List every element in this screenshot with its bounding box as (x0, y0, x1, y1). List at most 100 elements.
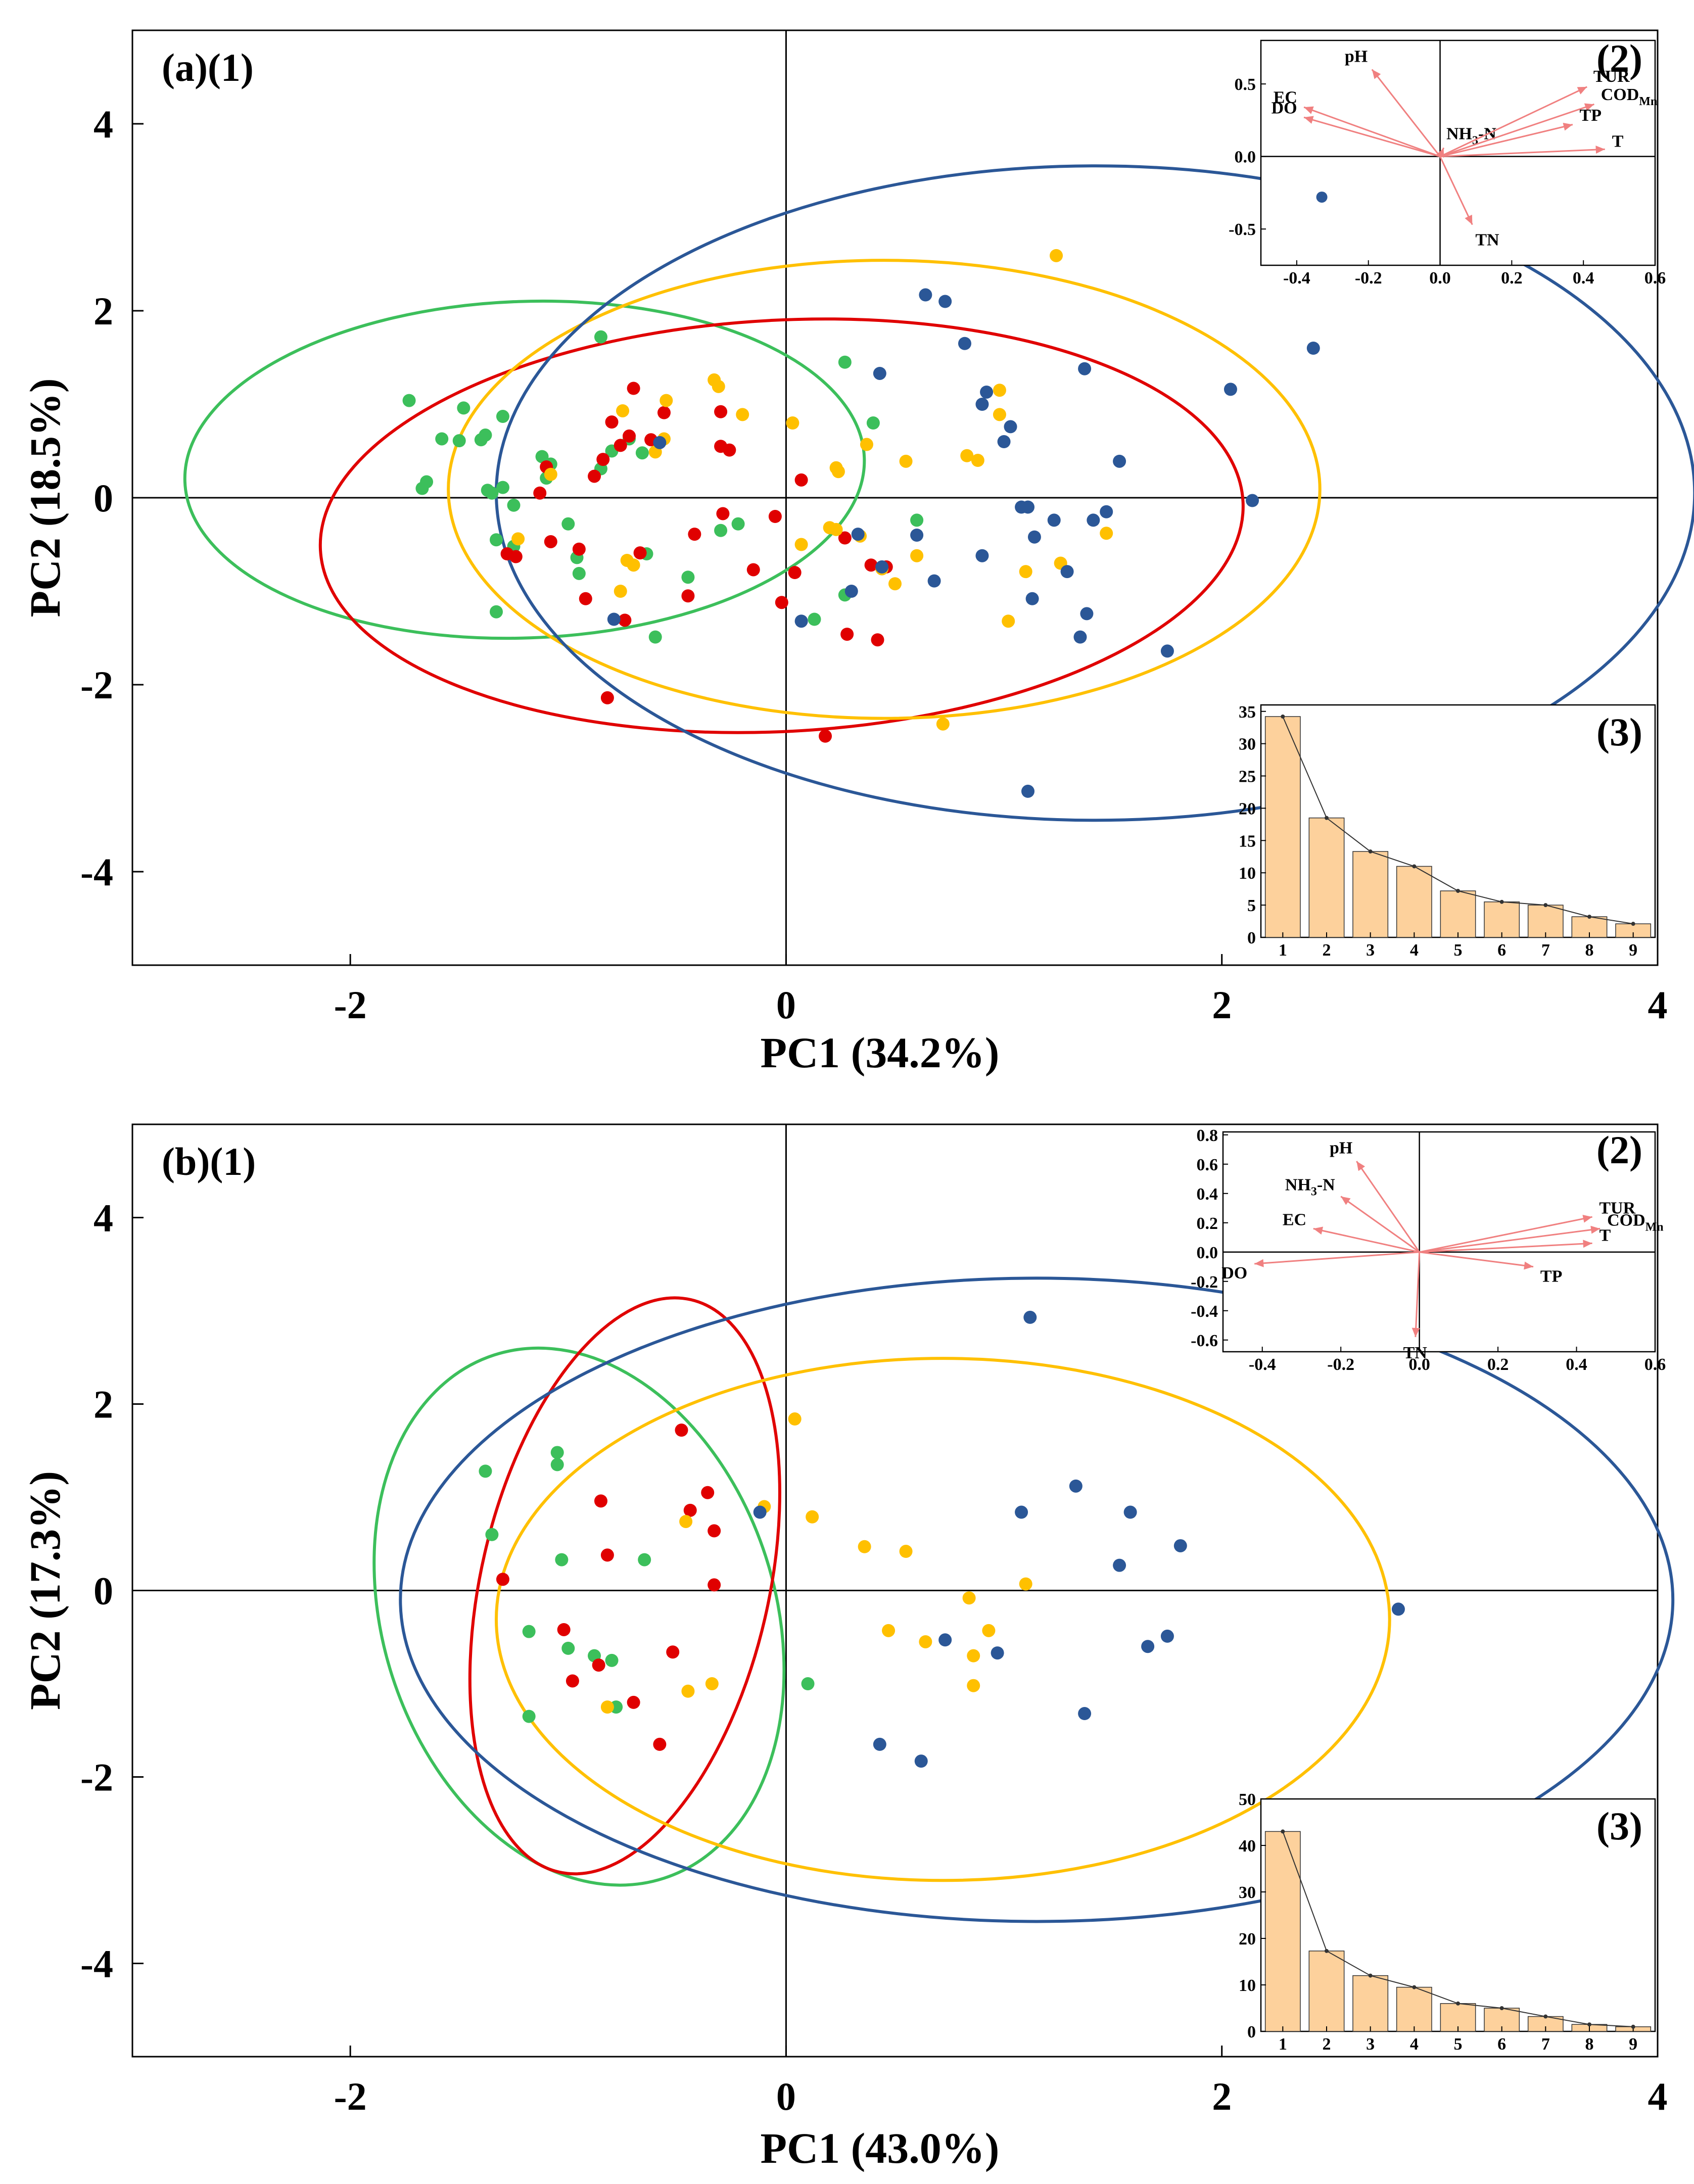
data-point-blue (1306, 342, 1320, 355)
data-point-yellow (616, 404, 630, 417)
data-point-yellow (786, 416, 799, 430)
scree-x-tick-label: 6 (1497, 2035, 1506, 2054)
data-point-yellow (882, 1624, 896, 1637)
scree-y-tick-label: 30 (1239, 735, 1256, 754)
data-point-blue (975, 549, 989, 562)
data-point-red (788, 566, 802, 579)
inset-x-tick-label: 0.6 (1644, 1355, 1666, 1374)
scree-marker (1325, 816, 1329, 820)
data-point-red (714, 405, 728, 418)
data-point-blue (1080, 607, 1094, 621)
data-point-green (435, 432, 449, 446)
y-tick-label: -4 (80, 850, 113, 894)
data-point-yellow (712, 379, 725, 393)
data-point-green (496, 410, 509, 423)
data-point-green (479, 429, 492, 442)
data-point-green (402, 394, 416, 407)
y-axis-title: PC2 (18.5%) (21, 378, 69, 618)
data-point-blue (1027, 530, 1041, 544)
inset-loadings-label: (2) (1596, 36, 1642, 80)
loading-arrowhead (1582, 1214, 1592, 1223)
data-point-yellow (967, 1649, 980, 1663)
x-tick-label: 0 (776, 2074, 796, 2118)
inset-x-tick-label: 0.2 (1487, 1355, 1509, 1374)
data-point-red (838, 531, 852, 545)
scree-x-tick-label: 7 (1541, 2035, 1550, 2054)
confidence-ellipse-green (372, 1346, 786, 1887)
data-point-blue (1060, 565, 1074, 579)
data-point-yellow (858, 1540, 871, 1553)
data-point-red (627, 382, 640, 395)
loading-arrow (1419, 1227, 1601, 1253)
data-point-yellow (806, 1510, 819, 1524)
data-point-green (485, 486, 499, 500)
inset-scree-label: (3) (1596, 710, 1642, 754)
loading-label: pH (1345, 47, 1368, 66)
y-axis-title: PC2 (17.3%) (21, 1471, 69, 1710)
loading-arrowhead (1465, 214, 1473, 225)
panel-a: -2 0 2 4 -4 -2 0 2 4 PC1 (34.2%) PC2 (18.5%) (a)(1)… (21, 29, 1694, 1077)
scree-x-tick-label: 3 (1366, 2035, 1375, 2054)
data-point-red (533, 486, 547, 500)
data-point-green (605, 1653, 619, 1667)
loading-arrow (1440, 103, 1594, 158)
scree-bar (1396, 866, 1432, 938)
data-point-red (579, 592, 592, 605)
scree-x-tick-label: 8 (1585, 2035, 1594, 2054)
data-point-blue (1173, 1539, 1187, 1552)
data-point-red (794, 473, 808, 487)
scree-y-tick-label: 30 (1239, 1883, 1256, 1902)
confidence-ellipse-yellow (447, 259, 1322, 720)
data-point-blue (875, 560, 889, 574)
loading-label: DO (1221, 1264, 1247, 1283)
inset-y-tick-label: 0.8 (1197, 1126, 1218, 1145)
data-point-green (555, 1553, 569, 1566)
x-axis-title: PC1 (43.0%) (761, 2124, 1000, 2172)
y-tick-label: 4 (93, 1196, 113, 1240)
data-point-yellow (614, 585, 627, 598)
inset-y-tick-label: -0.5 (1229, 220, 1256, 239)
loading-arrow (1440, 148, 1605, 158)
inset-x-tick-label: 0.2 (1501, 269, 1523, 288)
data-point-green (648, 630, 662, 644)
loading-arrow (1419, 1251, 1534, 1268)
loading-arrow (1254, 1251, 1420, 1265)
inset-y-tick-label: -0.6 (1191, 1332, 1218, 1350)
scree-y-tick-label: 0 (1247, 929, 1256, 947)
data-point-yellow (544, 467, 557, 481)
scree-y-tick-label: 20 (1239, 799, 1256, 818)
data-point-green (731, 517, 745, 531)
data-point-red (496, 1573, 509, 1586)
data-point-yellow (910, 549, 924, 562)
inset-scree-label: (3) (1596, 1804, 1642, 1848)
data-point-red (666, 1645, 680, 1659)
scree-marker (1631, 2024, 1635, 2029)
data-point-blue (1069, 1479, 1083, 1493)
data-point-red (572, 542, 586, 556)
scree-x-tick-label: 6 (1497, 941, 1506, 960)
x-tick-label: -2 (334, 2074, 367, 2118)
scree-x-tick-label: 8 (1585, 941, 1594, 960)
loading-arrow (1371, 69, 1441, 157)
scree-marker (1543, 903, 1548, 908)
data-point-red (716, 507, 730, 520)
data-point-yellow (794, 538, 808, 551)
data-point-yellow (936, 717, 950, 731)
loading-label: TN (1403, 1344, 1428, 1362)
scree-x-tick-label: 1 (1279, 941, 1287, 960)
data-point-green (522, 1710, 536, 1723)
inset-y-tick-label: 0.0 (1197, 1244, 1218, 1262)
inset-x-tick-label: -0.4 (1283, 269, 1310, 288)
inset-x-tick-label: 0.0 (1408, 1355, 1430, 1374)
data-point-red (594, 1494, 607, 1508)
scree-bar (1396, 1986, 1432, 2032)
data-point-yellow (679, 1514, 693, 1528)
loading-arrow (1439, 156, 1473, 225)
data-point-yellow (627, 558, 640, 572)
data-point-blue (1047, 513, 1061, 527)
inset-x-tick-label: 0.0 (1429, 269, 1451, 288)
data-point-blue (1021, 784, 1034, 798)
loading-arrowhead (1563, 122, 1573, 131)
loading-label: DO (1272, 99, 1297, 117)
scree-y-tick-label: 35 (1239, 703, 1256, 722)
